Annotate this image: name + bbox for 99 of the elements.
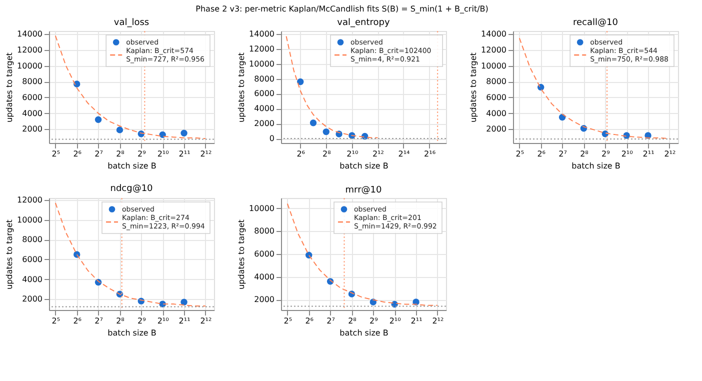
y-tick-label: 12000 bbox=[249, 44, 274, 54]
x-tick-label: 2¹² bbox=[664, 150, 676, 158]
y-tick-label: 10000 bbox=[481, 61, 506, 70]
x-tick-label: 2⁹ bbox=[138, 150, 146, 158]
x-axis-title: batch size B bbox=[108, 162, 156, 170]
x-tick-label: 2¹⁶ bbox=[424, 150, 436, 158]
y-tick-label: 8000 bbox=[22, 235, 42, 244]
line-series bbox=[54, 35, 206, 140]
y-tick-label: 6000 bbox=[486, 92, 506, 102]
x-tick-label: 2⁹ bbox=[602, 150, 610, 158]
x-tick-label: 2⁶ bbox=[296, 150, 306, 158]
point bbox=[94, 116, 102, 123]
y-tick-label: 6000 bbox=[22, 92, 42, 102]
y-axis-title: updates to target bbox=[5, 220, 14, 290]
y-tick-label: 4000 bbox=[254, 104, 274, 114]
chart-title: recall@10 bbox=[573, 18, 618, 28]
x-tick-label: 2⁶ bbox=[537, 150, 546, 158]
chart-title: mrr@10 bbox=[345, 186, 382, 196]
x-axis-title: batch size B bbox=[340, 328, 388, 338]
y-tick-label: 0 bbox=[269, 134, 274, 144]
y-axis-title: updates to target bbox=[5, 52, 14, 122]
point bbox=[180, 298, 188, 306]
y-tick-label: 4000 bbox=[254, 272, 274, 282]
y-tick-label: 10000 bbox=[249, 204, 274, 213]
point bbox=[322, 128, 330, 136]
x-tick-label: 2¹¹ bbox=[178, 150, 190, 158]
x-tick-label: 2⁸ bbox=[322, 150, 331, 158]
x-tick-label: 2⁵ bbox=[52, 150, 60, 158]
y-tick-label: 10000 bbox=[17, 61, 42, 70]
y-axis-title: updates to target bbox=[237, 220, 246, 290]
x-tick-label: 2¹⁴ bbox=[398, 150, 410, 158]
y-tick-label: 8000 bbox=[22, 77, 42, 86]
x-axis-title: batch size B bbox=[108, 328, 156, 338]
x-axis-title: batch size B bbox=[572, 162, 620, 170]
x-tick-label: 2⁵ bbox=[284, 316, 292, 326]
x-tick-label: 2⁷ bbox=[94, 150, 103, 158]
chart-title: val_entropy bbox=[337, 18, 390, 28]
x-tick-label: 2⁵ bbox=[52, 316, 60, 326]
x-tick-label: 2⁸ bbox=[580, 150, 588, 158]
y-tick-label: 8000 bbox=[486, 77, 506, 86]
y-tick-label: 2000 bbox=[486, 124, 506, 134]
x-tick-label: 2⁶ bbox=[73, 316, 82, 326]
x-tick-label: 2⁸ bbox=[116, 150, 124, 158]
point bbox=[412, 298, 420, 306]
y-tick-label: 14000 bbox=[481, 30, 506, 39]
x-tick-label: 2¹² bbox=[372, 150, 384, 158]
y-tick-label: 2000 bbox=[254, 295, 274, 304]
text: Phase 2 v3: per-metric Kaplan/McCandlish fits S(B) = S_min(1 + B_crit/B) bbox=[196, 4, 488, 14]
x-tick-label: 2¹¹ bbox=[642, 150, 654, 158]
y-tick-label: 8000 bbox=[254, 74, 274, 84]
point bbox=[297, 78, 304, 86]
x-tick-label: 2⁷ bbox=[558, 150, 567, 158]
y-tick-label: 14000 bbox=[249, 29, 274, 38]
chart-title: val_loss bbox=[114, 18, 150, 28]
x-tick-label: 2¹⁰ bbox=[621, 150, 633, 158]
point bbox=[180, 130, 188, 136]
x-tick-label: 2¹⁰ bbox=[157, 316, 169, 326]
x-tick-label: 2¹¹ bbox=[178, 316, 190, 326]
y-axis-title: updates to target bbox=[469, 52, 478, 122]
y-tick-label: 12000 bbox=[17, 195, 42, 204]
x-tick-label: 2⁸ bbox=[348, 316, 356, 326]
y-tick-label: 6000 bbox=[254, 89, 274, 98]
point bbox=[310, 119, 317, 126]
y-axis-title: updates to target bbox=[237, 52, 246, 122]
x-tick-label: 2⁷ bbox=[326, 316, 335, 326]
y-tick-label: 4000 bbox=[486, 108, 506, 118]
x-tick-label: 2¹⁰ bbox=[346, 150, 358, 158]
x-tick-label: 2¹¹ bbox=[410, 316, 422, 326]
x-tick-label: 2⁷ bbox=[94, 316, 103, 326]
x-tick-label: 2¹⁰ bbox=[389, 316, 401, 326]
y-tick-label: 10000 bbox=[17, 215, 42, 224]
y-tick-label: 12000 bbox=[481, 45, 506, 54]
x-tick-label: 2⁹ bbox=[138, 316, 146, 326]
y-tick-label: 12000 bbox=[17, 45, 42, 54]
y-tick-label: 10000 bbox=[249, 59, 274, 68]
y-tick-label: 2000 bbox=[22, 294, 42, 304]
x-tick-label: 2⁶ bbox=[305, 316, 314, 326]
x-tick-label: 2¹² bbox=[200, 316, 212, 326]
y-tick-label: 4000 bbox=[22, 274, 42, 284]
x-tick-label: 2⁶ bbox=[73, 150, 82, 158]
y-tick-label: 8000 bbox=[254, 226, 274, 236]
x-tick-label: 2¹⁰ bbox=[157, 150, 169, 158]
line-series bbox=[54, 202, 206, 307]
x-tick-label: 2⁵ bbox=[516, 150, 524, 158]
y-tick-label: 2000 bbox=[22, 124, 42, 134]
x-tick-label: 2¹² bbox=[432, 316, 444, 326]
point bbox=[159, 131, 166, 138]
x-tick-label: 2⁹ bbox=[370, 316, 378, 326]
y-tick-label: 14000 bbox=[17, 30, 42, 39]
point bbox=[116, 126, 124, 134]
chart-title: ndcg@10 bbox=[110, 184, 154, 194]
y-tick-label: 6000 bbox=[22, 254, 42, 264]
y-tick-label: 2000 bbox=[254, 119, 274, 128]
y-tick-label: 4000 bbox=[22, 108, 42, 118]
y-tick-label: 6000 bbox=[254, 250, 274, 258]
x-tick-label: 2¹² bbox=[200, 150, 212, 158]
x-tick-label: 2⁸ bbox=[116, 316, 124, 326]
line-series bbox=[518, 38, 670, 140]
x-axis-title: batch size B bbox=[340, 162, 388, 170]
